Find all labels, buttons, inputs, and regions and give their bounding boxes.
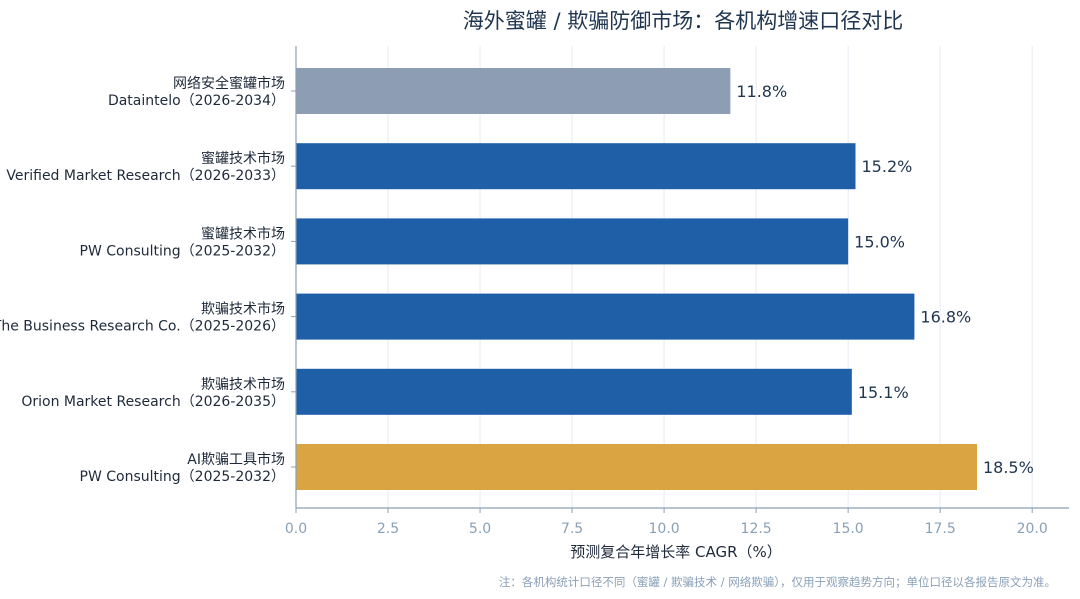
bars: 11.8% 15.2% 15.0% 16.8% 15.1% 18.5% (296, 68, 1034, 490)
bar (296, 293, 915, 340)
bar (296, 368, 852, 415)
chart-title: 海外蜜罐 / 欺骗防御市场：各机构增速口径对比 (463, 9, 903, 33)
x-tick-label: 15.0 (833, 521, 864, 537)
x-tick-label: 7.5 (561, 521, 583, 537)
category-label-line1: 欺骗技术市场 (201, 376, 285, 393)
bar-value-label: 15.0% (854, 232, 905, 251)
gridlines (387, 46, 1033, 508)
axes: 0.0 2.5 5.0 7.5 10.0 12.5 15.0 17.5 20.0 网络安全蜜罐市场… (0, 46, 1069, 537)
x-tick-label: 12.5 (741, 521, 772, 537)
category-label-line1: 蜜罐技术市场 (201, 225, 285, 242)
category-label-line2: The Business Research Co.（2025-2026） (0, 319, 285, 335)
x-axis-label: 预测复合年增长率 CAGR（%） (570, 543, 782, 561)
x-tick-label: 20.0 (1017, 521, 1048, 537)
category-label-line1: 网络安全蜜罐市场 (173, 75, 285, 92)
bar (296, 68, 731, 114)
bar-value-label: 18.5% (983, 458, 1034, 477)
category-label-line2: PW Consulting（2025-2032） (80, 469, 285, 485)
category-label-line1: AI欺骗工具市场 (187, 451, 285, 468)
bar-value-label: 11.8% (736, 82, 787, 101)
footnote: 注：各机构统计口径不同（蜜罐 / 欺骗技术 / 网络欺骗），仅用于观察趋势方向；… (499, 575, 1056, 589)
x-tick-label: 0.0 (285, 521, 307, 537)
category-label-line2: Orion Market Research（2026-2035） (21, 394, 285, 410)
category-label-line1: 欺骗技术市场 (201, 301, 285, 318)
x-tick-label: 10.0 (649, 521, 680, 537)
bar-value-label: 15.2% (862, 157, 913, 176)
category-label-line2: PW Consulting（2025-2032） (80, 243, 285, 259)
category-label-line1: 蜜罐技术市场 (201, 150, 285, 167)
category-label-line2: Dataintelo（2026-2034） (108, 93, 285, 109)
x-tick-label: 17.5 (925, 521, 956, 537)
bar (296, 218, 849, 265)
bar (296, 143, 856, 190)
x-tick-label: 5.0 (469, 521, 491, 537)
bar (296, 444, 977, 490)
bar-value-label: 15.1% (858, 383, 909, 402)
x-tick-label: 2.5 (377, 521, 399, 537)
bar-value-label: 16.8% (920, 308, 971, 327)
category-label-line2: Verified Market Research（2026-2033） (6, 168, 285, 184)
